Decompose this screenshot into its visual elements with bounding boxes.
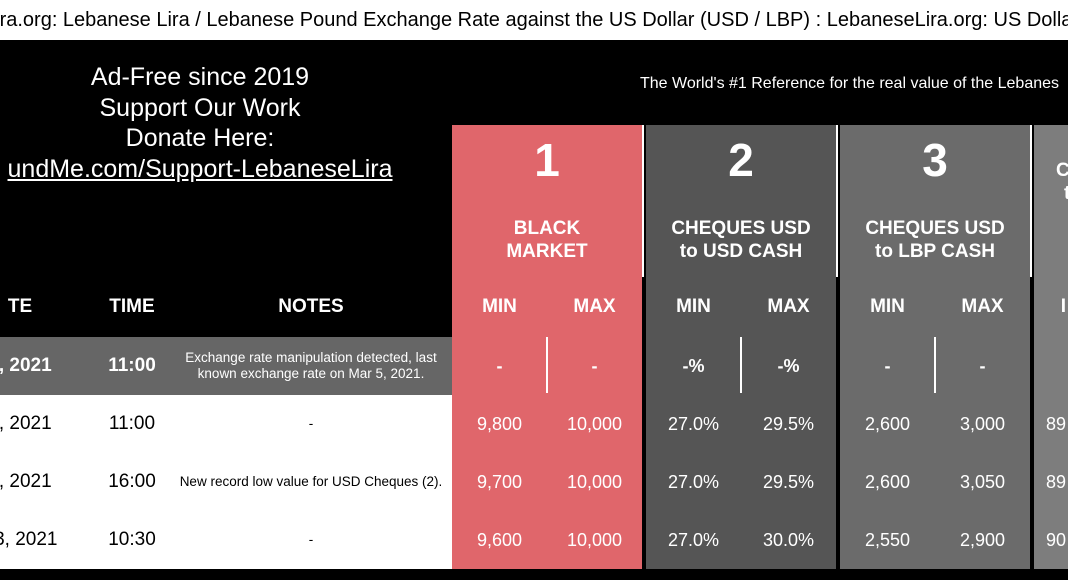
donate-block: Ad-Free since 2019 Support Our Work Dona… [0,62,460,184]
max-header: MAX [741,277,836,337]
row-notes: - [308,532,314,547]
cheques-usd-max: 29.5% [741,453,836,511]
table-row: 6, 2021 11:00 Exchange rate manipulation… [0,337,452,395]
column-header-partial: C t [1034,125,1068,277]
extra-value [1034,337,1068,395]
min-header: MIN [646,277,741,337]
bottom-edge [0,570,1068,580]
black-market-max: 10,000 [547,395,642,453]
min-max-divider [934,337,936,393]
ad-free-text: Ad-Free since 2019 [90,63,310,91]
support-text: Support Our Work [99,93,301,122]
column-label-line1: CHEQUES USD [671,218,811,239]
notes-header: NOTES [278,296,344,317]
column-header-cheques-lbp-cash: 3 CHEQUES USD to LBP CASH [840,125,1030,277]
black-market-min: 9,700 [452,453,547,511]
row-date: r 3, 2021 [0,529,100,551]
row-time: 11:00 [108,413,156,434]
row-date: 4, 2021 [0,471,52,492]
table-row: 5, 2021 11:00 - [0,395,452,453]
column-divider [642,125,644,277]
row-date: 6, 2021 [0,355,52,376]
date-header: TE [7,296,33,317]
column-label-line1: CHEQUES USD [865,218,1005,239]
row-notes: - [308,416,314,431]
extra-header: I [1034,277,1068,337]
min-header: MIN [452,277,547,337]
column-header-black-market: 1 BLACK MARKET [452,125,642,277]
row-time: 16:00 [108,471,156,492]
cheques-lbp-max: 2,900 [935,511,1030,569]
time-header: TIME [109,296,155,317]
row-notes: Exchange rate manipulation detected, las… [185,350,437,381]
row-time: 11:00 [108,355,156,376]
black-market-max: 10,000 [547,453,642,511]
donate-here-text: Donate Here: [125,124,275,152]
cheques-lbp-max: 3,050 [935,453,1030,511]
black-market-min: 9,800 [452,395,547,453]
column-header-cheques-usd-cash: 2 CHEQUES USD to USD CASH [646,125,836,277]
row-time: 10:30 [108,529,156,550]
cheques-lbp-max: - [935,337,1030,395]
cheques-usd-max: -% [741,337,836,395]
max-header: MAX [935,277,1030,337]
cheques-usd-min: 27.0% [646,453,741,511]
min-header: MIN [840,277,935,337]
window-title-bar: Lira.org: Lebanese Lira / Lebanese Pound… [0,0,1068,40]
table-row: r 3, 2021 10:30 - [0,511,452,569]
extra-value: 89 [1034,395,1068,453]
black-market-min: - [452,337,547,395]
cheques-lbp-min: - [840,337,935,395]
column-number: 1 [534,134,560,186]
column-label-line1: BLACK [513,218,581,239]
min-max-divider [546,337,548,393]
donate-link[interactable]: undMe.com/Support-LebaneseLira [7,154,393,183]
cheques-usd-max: 30.0% [741,511,836,569]
column-divider [1030,125,1032,277]
black-market-max: - [547,337,642,395]
extra-value: 90 [1034,511,1068,569]
column-label-line2: MARKET [506,241,588,262]
column-label-line2: t [1064,183,1068,204]
row-date-text: 3, 2021 [0,529,58,550]
column-divider [836,125,838,277]
column-number: 2 [728,134,754,186]
column-label-line2: to USD CASH [679,241,803,262]
site-tagline: The World's #1 Reference for the real va… [640,75,1060,92]
cheques-lbp-min: 2,600 [840,453,935,511]
window-title: Lira.org: Lebanese Lira / Lebanese Pound… [0,9,1068,31]
column-number: 3 [922,134,948,186]
black-market-max: 10,000 [547,511,642,569]
row-date: 5, 2021 [0,413,52,434]
cheques-usd-min: 27.0% [646,511,741,569]
row-notes: New record low value for USD Cheques (2)… [179,474,443,489]
max-header: MAX [547,277,642,337]
cheques-usd-min: -% [646,337,741,395]
column-label-line1: C [1056,160,1068,181]
column-label-line2: to LBP CASH [875,241,995,262]
cheques-lbp-min: 2,550 [840,511,935,569]
min-max-divider [740,337,742,393]
cheques-usd-max: 29.5% [741,395,836,453]
extra-value: 89 [1034,453,1068,511]
cheques-lbp-max: 3,000 [935,395,1030,453]
table-row: 4, 2021 16:00 New record low value for U… [0,453,452,511]
black-market-min: 9,600 [452,511,547,569]
cheques-lbp-min: 2,600 [840,395,935,453]
cheques-usd-min: 27.0% [646,395,741,453]
